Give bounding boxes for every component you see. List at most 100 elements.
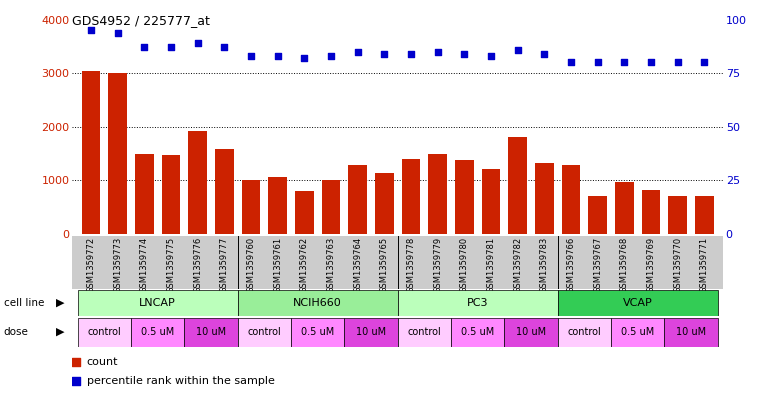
Text: 0.5 uM: 0.5 uM (461, 327, 494, 337)
Text: control: control (568, 327, 601, 337)
Text: control: control (88, 327, 121, 337)
Text: GSM1359767: GSM1359767 (593, 237, 602, 293)
Text: 10 uM: 10 uM (676, 327, 706, 337)
Bar (508, 138, 527, 234)
Bar (505, 318, 558, 347)
Bar (558, 318, 611, 347)
Text: GSM1359761: GSM1359761 (273, 237, 282, 293)
Text: GSM1359766: GSM1359766 (566, 237, 575, 293)
Text: control: control (407, 327, 441, 337)
Text: 0.5 uM: 0.5 uM (141, 327, 174, 337)
Bar (588, 196, 607, 234)
Bar (135, 154, 154, 234)
Text: dose: dose (4, 327, 29, 337)
Text: GSM1359765: GSM1359765 (380, 237, 389, 293)
Bar (78, 290, 237, 316)
Text: GSM1359763: GSM1359763 (326, 237, 336, 293)
Bar (215, 149, 234, 234)
Point (698, 59, 710, 66)
Text: GSM1359778: GSM1359778 (406, 237, 416, 293)
Bar (269, 177, 287, 234)
Bar (242, 180, 260, 234)
Text: GSM1359760: GSM1359760 (247, 237, 256, 293)
Bar (398, 318, 451, 347)
Bar (131, 318, 184, 347)
Point (298, 55, 310, 61)
Text: GSM1359783: GSM1359783 (540, 237, 549, 293)
Text: 0.5 uM: 0.5 uM (301, 327, 334, 337)
Bar (161, 155, 180, 234)
Text: GSM1359781: GSM1359781 (486, 237, 495, 293)
Point (565, 59, 577, 66)
Bar (428, 154, 447, 234)
Bar (668, 196, 687, 234)
Text: ▶: ▶ (56, 327, 64, 337)
Text: GDS4952 / 225777_at: GDS4952 / 225777_at (72, 14, 210, 27)
Bar (611, 318, 664, 347)
Point (618, 59, 630, 66)
Point (272, 53, 284, 59)
Text: 10 uM: 10 uM (356, 327, 386, 337)
Text: PC3: PC3 (466, 298, 489, 308)
Point (591, 59, 603, 66)
Bar (535, 163, 553, 234)
Point (645, 59, 657, 66)
Bar (81, 70, 100, 234)
Bar (344, 318, 397, 347)
Text: GSM1359779: GSM1359779 (433, 237, 442, 293)
Text: GSM1359770: GSM1359770 (673, 237, 682, 293)
Bar (562, 165, 581, 234)
Text: GSM1359772: GSM1359772 (87, 237, 95, 293)
Text: GSM1359769: GSM1359769 (646, 237, 655, 293)
Bar (642, 190, 661, 234)
Point (218, 44, 231, 51)
Text: 0.5 uM: 0.5 uM (621, 327, 654, 337)
Text: GSM1359764: GSM1359764 (353, 237, 362, 293)
Bar (402, 160, 420, 234)
Text: GSM1359780: GSM1359780 (460, 237, 469, 293)
Point (352, 49, 364, 55)
Text: count: count (87, 357, 118, 367)
Bar (295, 191, 314, 234)
Bar (184, 318, 237, 347)
Text: GSM1359776: GSM1359776 (193, 237, 202, 293)
Bar (108, 73, 127, 234)
Text: GSM1359777: GSM1359777 (220, 237, 229, 293)
Point (485, 53, 497, 59)
Point (165, 44, 177, 51)
Text: VCAP: VCAP (622, 298, 652, 308)
Bar (237, 318, 291, 347)
Text: control: control (247, 327, 281, 337)
Text: 10 uM: 10 uM (196, 327, 226, 337)
Point (538, 51, 550, 57)
Point (421, 85, 433, 92)
Bar (78, 318, 131, 347)
Bar (455, 160, 473, 234)
Point (325, 53, 337, 59)
Bar (695, 196, 714, 234)
Bar (451, 318, 505, 347)
Text: 10 uM: 10 uM (516, 327, 546, 337)
Bar (291, 318, 344, 347)
Bar (322, 180, 340, 234)
Bar (664, 318, 718, 347)
Point (85, 27, 97, 33)
Text: cell line: cell line (4, 298, 44, 308)
Bar (482, 169, 500, 234)
Point (511, 46, 524, 53)
Point (671, 59, 683, 66)
Text: GSM1359775: GSM1359775 (167, 237, 176, 293)
Text: ▶: ▶ (56, 298, 64, 308)
Bar (375, 173, 393, 234)
Point (378, 51, 390, 57)
Text: percentile rank within the sample: percentile rank within the sample (87, 376, 275, 386)
Text: NCIH660: NCIH660 (293, 298, 342, 308)
Point (431, 49, 444, 55)
Text: GSM1359768: GSM1359768 (619, 237, 629, 293)
Point (458, 51, 470, 57)
Text: GSM1359771: GSM1359771 (700, 237, 708, 293)
Text: GSM1359773: GSM1359773 (113, 237, 122, 293)
Bar (558, 290, 718, 316)
Point (112, 29, 124, 36)
Point (405, 51, 417, 57)
